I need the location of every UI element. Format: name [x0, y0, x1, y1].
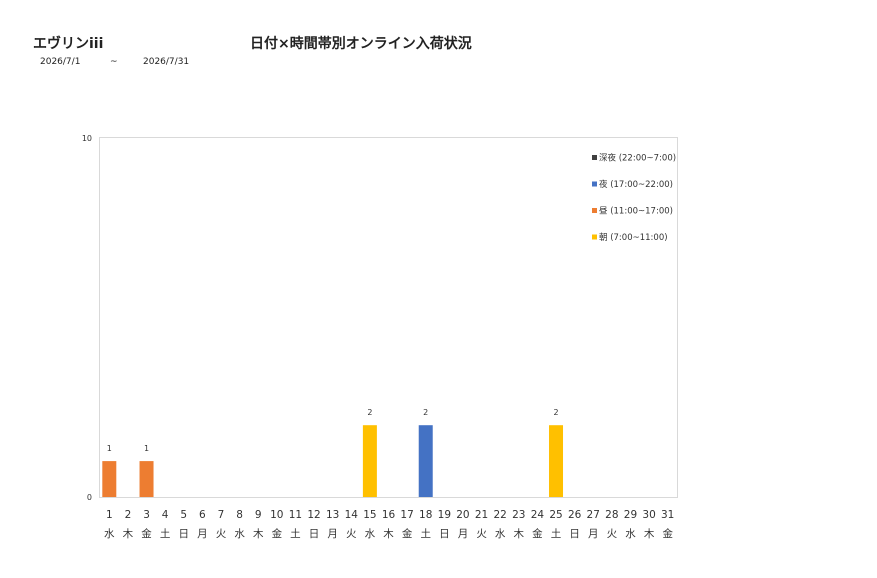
x-tick-label: 25 [549, 509, 562, 521]
x-tick-label: 3 [143, 509, 150, 521]
x-weekday-label: 日 [569, 528, 580, 540]
x-tick-label: 31 [661, 509, 674, 521]
x-weekday-label: 木 [253, 528, 264, 540]
x-tick-label: 2 [125, 509, 132, 521]
x-tick-label: 13 [326, 509, 339, 521]
legend-label: 昼 (11:00~17:00) [599, 207, 673, 217]
x-weekday-label: 月 [327, 528, 338, 540]
x-tick-label: 30 [642, 509, 655, 521]
x-tick-label: 8 [236, 509, 243, 521]
y-tick-label: 10 [82, 134, 92, 143]
store-name: エヴリンiii [33, 36, 104, 52]
x-tick-label: 6 [199, 509, 206, 521]
x-weekday-label: 水 [495, 528, 506, 540]
x-tick-label: 21 [475, 509, 488, 521]
legend-label: 夜 (17:00~22:00) [599, 179, 673, 190]
date-separator: ~ [110, 57, 118, 67]
x-tick-label: 9 [255, 509, 262, 521]
x-tick-label: 17 [400, 509, 413, 521]
legend-swatch [592, 155, 597, 160]
bar [139, 461, 154, 497]
data-label: 1 [107, 444, 112, 453]
x-tick-label: 12 [307, 509, 320, 521]
x-tick-label: 19 [438, 509, 451, 521]
x-tick-label: 20 [456, 509, 469, 521]
x-weekday-label: 水 [104, 528, 115, 540]
x-tick-label: 15 [363, 509, 376, 521]
x-tick-label: 26 [568, 509, 582, 521]
data-label: 1 [144, 444, 149, 453]
x-weekday-label: 土 [290, 527, 301, 540]
data-label: 2 [423, 408, 428, 417]
x-weekday-label: 月 [197, 528, 208, 540]
x-tick-label: 10 [270, 509, 283, 521]
x-weekday-label: 金 [402, 527, 413, 540]
x-weekday-label: 木 [644, 528, 655, 540]
data-label: 2 [553, 408, 558, 417]
x-tick-label: 16 [382, 509, 396, 521]
x-weekday-label: 月 [458, 528, 469, 540]
bar [418, 425, 433, 497]
x-weekday-label: 木 [383, 528, 394, 540]
x-tick-label: 22 [493, 509, 506, 521]
x-weekday-label: 月 [588, 528, 599, 540]
x-weekday-label: 日 [179, 528, 190, 540]
x-tick-label: 28 [605, 509, 618, 521]
x-tick-label: 7 [218, 509, 225, 521]
x-weekday-label: 火 [216, 528, 227, 540]
x-weekday-label: 日 [309, 528, 320, 540]
x-weekday-label: 火 [346, 528, 357, 540]
date-to: 2026/7/31 [143, 57, 190, 67]
x-weekday-label: 水 [365, 528, 376, 540]
bar [549, 425, 564, 497]
x-weekday-label: 火 [607, 528, 618, 540]
x-weekday-label: 土 [551, 527, 562, 540]
x-weekday-label: 日 [439, 528, 450, 540]
x-weekday-label: 金 [141, 527, 152, 540]
x-weekday-label: 水 [234, 528, 245, 540]
x-weekday-label: 金 [662, 527, 673, 540]
x-weekday-label: 土 [160, 527, 171, 540]
x-tick-label: 14 [345, 509, 359, 521]
x-tick-label: 27 [587, 509, 600, 521]
legend-swatch [592, 234, 597, 240]
x-weekday-label: 金 [272, 527, 283, 540]
x-weekday-label: 土 [420, 527, 431, 540]
chart-title: 日付×時間帯別オンライン入荷状況 [250, 36, 472, 52]
date-from: 2026/7/1 [40, 57, 81, 67]
x-tick-label: 11 [289, 509, 302, 521]
x-tick-label: 1 [106, 509, 113, 521]
x-tick-label: 29 [624, 509, 637, 521]
x-tick-label: 4 [162, 509, 169, 521]
x-weekday-label: 水 [625, 528, 636, 540]
legend-label: 朝 (7:00~11:00) [599, 233, 668, 243]
x-weekday-label: 火 [476, 528, 487, 540]
legend-label: 深夜 (22:00~7:00) [599, 153, 676, 164]
x-weekday-label: 木 [514, 528, 525, 540]
plot-area [99, 137, 678, 498]
bar [362, 425, 377, 497]
x-tick-label: 24 [531, 509, 545, 521]
legend-swatch [592, 208, 597, 213]
legend-swatch [592, 181, 597, 187]
x-tick-label: 5 [180, 509, 187, 521]
x-weekday-label: 金 [532, 527, 543, 540]
x-tick-label: 18 [419, 509, 432, 521]
x-weekday-label: 木 [123, 528, 134, 540]
data-label: 2 [367, 408, 372, 417]
y-tick-label: 0 [87, 493, 92, 502]
x-tick-label: 23 [512, 509, 525, 521]
bar [102, 461, 117, 497]
